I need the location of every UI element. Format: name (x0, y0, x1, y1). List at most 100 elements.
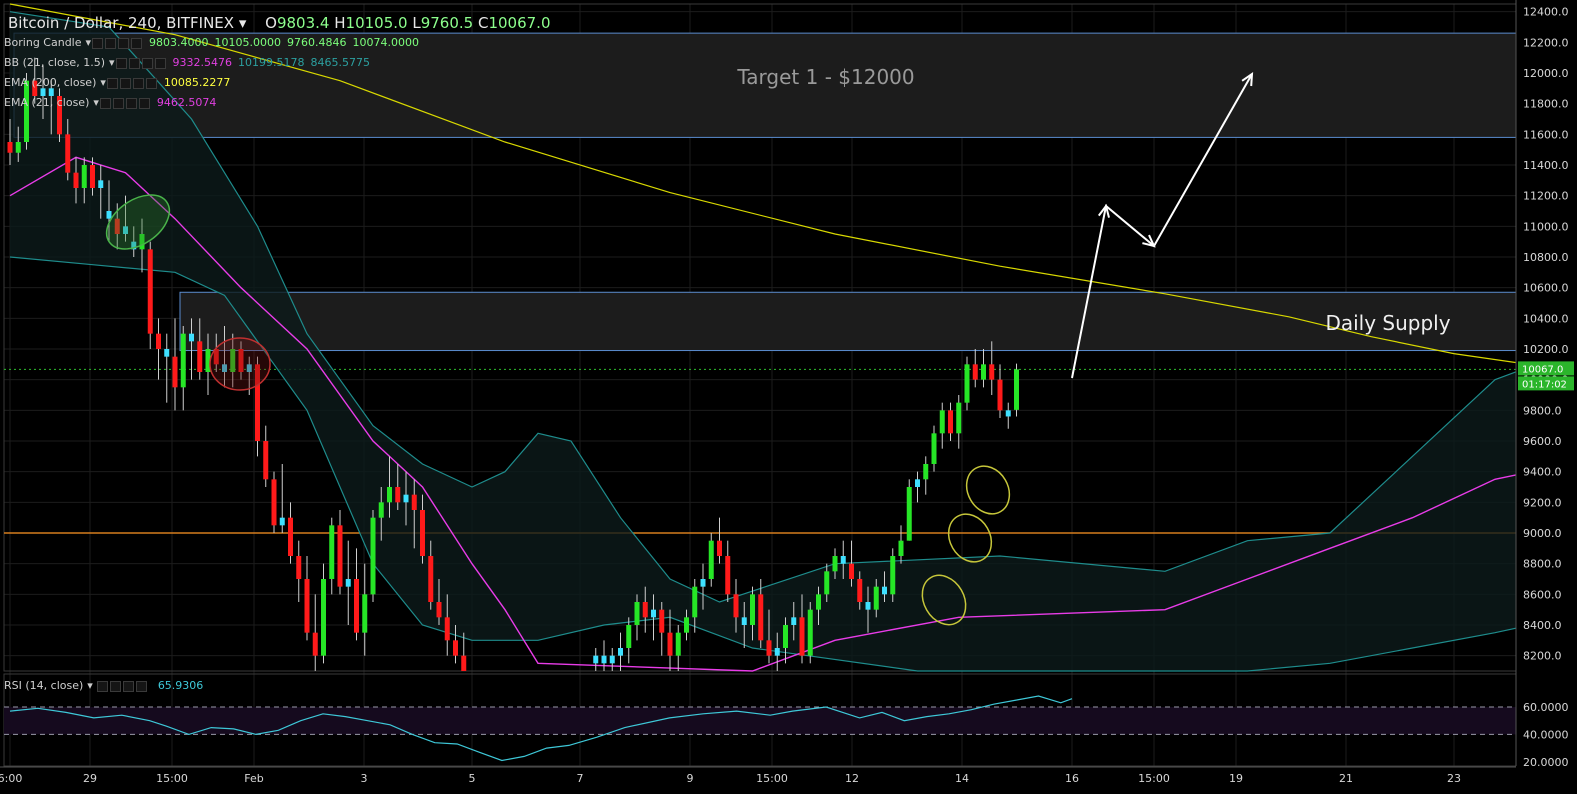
price-tick-label: 8800.0 (1523, 558, 1562, 571)
plus-icon[interactable] (125, 97, 137, 109)
candle-body (890, 556, 896, 595)
candle-body (865, 602, 871, 610)
candle-body (915, 479, 920, 487)
candle-body (131, 241, 137, 250)
price-tick-label: 11400.0 (1523, 159, 1569, 172)
time-tick-label: 15:00 (756, 772, 788, 785)
ema200-line (9, 3, 1577, 368)
indicator-name: Boring Candle (4, 36, 82, 49)
candle-body (436, 602, 442, 618)
candle-body (675, 632, 681, 656)
candle-body (453, 640, 458, 656)
indicator-row[interactable]: EMA (200, close) ▾ 10085.2277 (4, 76, 230, 90)
price-tick-label: 8200.0 (1523, 650, 1562, 663)
rsi-tick-label: 40.0000 (1523, 728, 1569, 741)
candle-body (642, 602, 648, 618)
plus-icon[interactable] (132, 77, 144, 89)
candle-body (139, 234, 145, 250)
candle-body (849, 563, 854, 579)
rsi-pane (4, 695, 1516, 762)
candle-body (684, 617, 689, 633)
eye-icon[interactable] (115, 57, 127, 69)
time-tick-label: 16 (1065, 772, 1079, 785)
candles (7, 57, 1019, 671)
candle-body (750, 594, 755, 625)
plus-icon[interactable] (123, 680, 135, 692)
candle-body (783, 625, 788, 648)
close-icon[interactable] (138, 97, 150, 109)
chevron-down-icon[interactable]: ▾ (238, 14, 247, 32)
eye-icon[interactable] (97, 680, 109, 692)
time-tick-label: 6:00 (0, 772, 22, 785)
candle-body (791, 617, 797, 625)
candle-body (708, 540, 714, 579)
indicator-row[interactable]: EMA (21, close) ▾ 9462.5074 (4, 96, 216, 110)
candle-body (725, 556, 731, 595)
time-axis-bg (0, 767, 1516, 794)
chevron-down-icon[interactable]: ▾ (93, 96, 99, 109)
gear-icon[interactable] (110, 680, 122, 692)
supply-label: Daily Supply (1325, 311, 1450, 335)
pattern-ellipse (105, 194, 171, 250)
rsi-line (9, 695, 1073, 762)
candle-body (362, 594, 368, 633)
gear-icon[interactable] (112, 97, 124, 109)
gear-icon[interactable] (128, 57, 140, 69)
close-icon[interactable] (131, 37, 143, 49)
candle-body (816, 594, 821, 610)
candle-body (205, 349, 211, 372)
time-tick-label: Feb (244, 772, 263, 785)
candle-body (345, 579, 351, 587)
candle-body (180, 333, 186, 388)
candle-body (15, 142, 21, 153)
chevron-down-icon[interactable]: ▾ (85, 36, 92, 49)
chevron-down-icon[interactable]: ▾ (87, 679, 93, 692)
candle-body (246, 364, 252, 372)
indicator-row[interactable]: Boring Candle ▾ 9803.4000 10105.0000 9760.48… (4, 36, 419, 50)
bollinger-bands (9, 11, 1577, 672)
rsi-legend[interactable]: RSI (14, close) ▾ 65.9306 (4, 679, 204, 692)
candle-body (255, 364, 260, 441)
price-tick-label: 10800.0 (1523, 251, 1569, 264)
candle-body (824, 571, 830, 595)
candle-body (164, 349, 170, 357)
zones (13, 32, 1517, 352)
time-tick-label: 5 (469, 772, 476, 785)
candle-body (964, 364, 970, 403)
symbol-title[interactable]: Bitcoin / Dollar, 240, BITFINEX ▾ O9803.… (8, 14, 551, 32)
candle-body (271, 479, 277, 526)
close-icon[interactable] (154, 57, 166, 69)
gear-icon[interactable] (119, 77, 131, 89)
candle-body (263, 441, 269, 480)
eye-icon[interactable] (106, 77, 118, 89)
eye-icon[interactable] (99, 97, 111, 109)
indicator-value: 10085.2277 (163, 76, 231, 89)
candle-body (90, 165, 95, 188)
plus-icon[interactable] (141, 57, 153, 69)
price-tick-label: 10200.0 (1523, 343, 1569, 356)
indicator-row[interactable]: BB (21, close, 1.5) ▾ 9332.5476 10199.5178 8… (4, 56, 370, 70)
timer-text: 01:17:02 (1522, 379, 1567, 390)
close-icon[interactable] (136, 680, 148, 692)
candle-body (81, 165, 87, 188)
gear-icon[interactable] (105, 37, 117, 49)
candle-body (40, 88, 46, 96)
pattern-ellipse (965, 465, 1011, 515)
candle-body (238, 349, 244, 372)
ema21-line (9, 156, 1577, 672)
chevron-down-icon[interactable]: ▾ (100, 76, 106, 89)
candle-body (593, 655, 599, 664)
close-icon[interactable] (145, 77, 157, 89)
candle-body (411, 494, 417, 510)
plus-icon[interactable] (118, 37, 130, 49)
candle-body (24, 80, 29, 142)
candle-body (923, 464, 929, 480)
eye-icon[interactable] (92, 37, 104, 49)
candle-body (98, 180, 104, 188)
price-tick-label: 9400.0 (1523, 466, 1562, 479)
candle-body (378, 502, 384, 518)
candle-body (774, 648, 780, 656)
candle-body (312, 632, 318, 656)
chevron-down-icon[interactable]: ▾ (108, 56, 115, 69)
